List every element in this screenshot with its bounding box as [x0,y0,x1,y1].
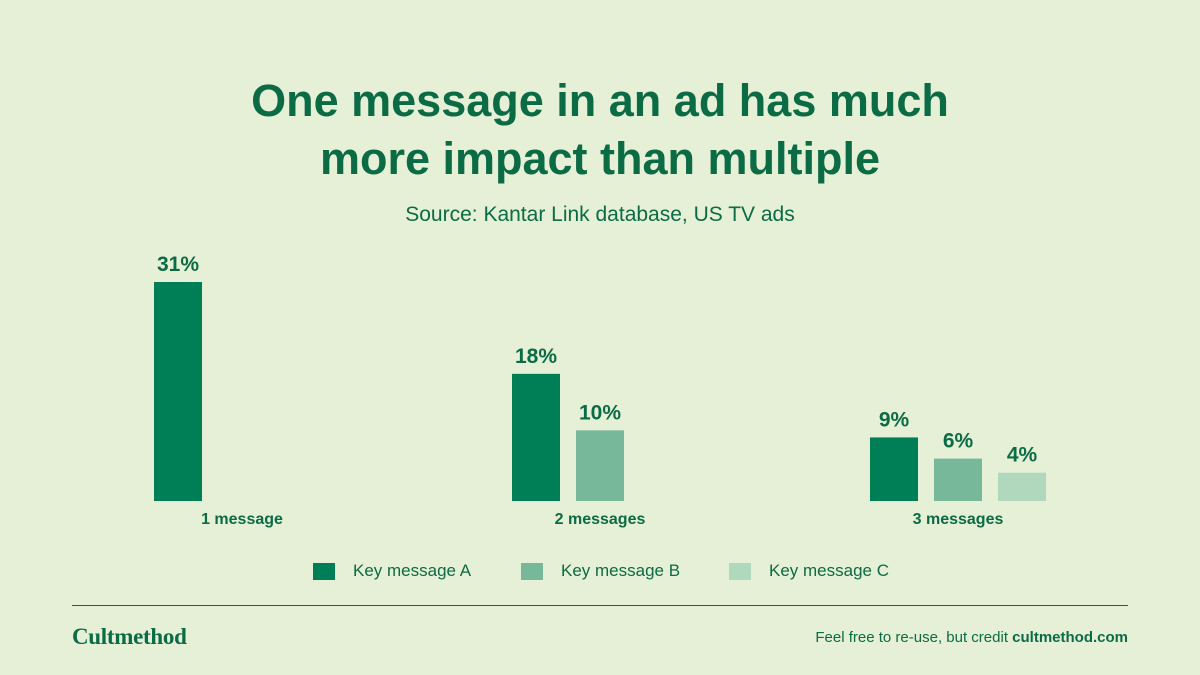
legend-swatch-key-message-c [729,562,751,580]
bar-1-series-1 [154,282,202,501]
legend-item-key-message-c: Key message C [729,558,889,584]
chart-legend: Key message A Key message B Key message … [0,558,1200,584]
chart-title: One message in an ad has much more impac… [0,72,1200,188]
bar-chart: 31% 1 message 18% 10% 2 messages 9% 6% 4% 3 mess… [154,253,1046,528]
footer-credit-text: Feel free to re-use, but credit [815,629,1013,646]
footer-divider [72,605,1128,606]
legend-label-key-message-b: Key message B [561,561,681,580]
data-label-3-series-1: 9% [879,408,910,431]
data-label-3-series-2: 6% [943,430,974,453]
bar-3-series-2 [934,458,982,501]
category-label-3: 3 messages [913,511,1004,528]
footer-credit: Feel free to re-use, but credit cultmeth… [815,629,1128,646]
data-label-3-series-3: 4% [1007,444,1038,467]
bar-3-series-1 [870,437,918,501]
legend-label-key-message-c: Key message C [769,561,889,580]
bar-3-series-3 [998,472,1046,501]
chart-subtitle: Source: Kantar Link database, US TV ads [405,203,795,226]
data-label-2-series-2: 10% [579,401,621,424]
legend-label-key-message-a: Key message A [353,561,472,580]
category-label-2: 2 messages [555,511,646,528]
legend-item-key-message-a: Key message A [313,558,471,584]
bar-2-series-1 [512,373,560,501]
chart-title-line-2: more impact than multiple [319,133,881,184]
legend-item-key-message-b: Key message B [521,558,680,584]
data-label-1-series-1: 31% [157,253,199,276]
category-label-1: 1 message [201,511,283,528]
chart-title-line-1: One message in an ad has much [251,75,949,126]
legend-swatch-key-message-a [313,562,335,580]
bar-2-series-2 [576,430,624,501]
data-label-2-series-1: 18% [515,345,557,368]
footer-credit-link[interactable]: cultmethod.com [1012,629,1128,646]
brand-logo: Cultmethod [72,624,187,649]
legend-swatch-key-message-b [521,562,543,580]
